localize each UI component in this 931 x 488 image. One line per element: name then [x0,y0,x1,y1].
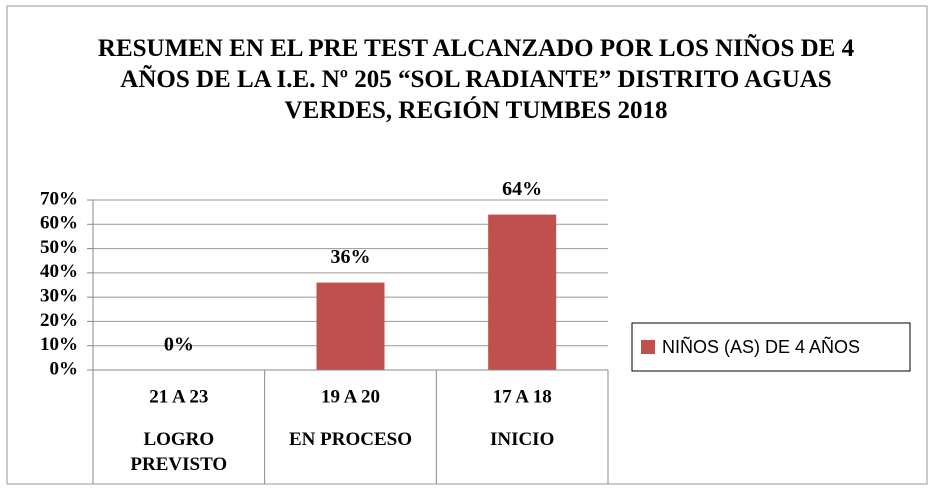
y-tick-label: 60% [40,213,78,234]
y-tick-label: 0% [50,358,79,379]
category-group-box: LOGRO PREVISTO [130,429,228,475]
bar [488,214,557,370]
category-group-label: INICIO [489,429,555,450]
data-label: 64% [502,178,542,200]
legend-swatch [641,340,655,354]
bar [316,282,385,370]
category-group-box: EN PROCESO [288,429,412,450]
category-group-box: INICIO [489,429,555,450]
x-tick-label: 19 A 20 [321,386,380,407]
y-tick-label: 10% [40,334,78,355]
y-tick-label: 70% [40,188,78,209]
category-group-label: LOGRO PREVISTO [130,429,228,475]
legend-box [631,322,911,372]
chart-title: RESUMEN EN EL PRE TEST ALCANZADO POR LOS… [97,35,855,124]
y-tick-label: 50% [40,237,78,258]
x-tick-label: 17 A 18 [493,386,552,407]
x-tick-label: 21 A 23 [149,386,208,407]
chart-frame [6,5,928,485]
y-tick-label: 40% [40,261,78,282]
y-tick-label: 20% [40,310,78,331]
data-label: 36% [331,246,371,268]
title-box: RESUMEN EN EL PRE TEST ALCANZADO POR LOS… [97,35,855,124]
category-group-label: EN PROCESO [288,429,412,450]
y-tick-label: 30% [40,286,78,307]
data-label: 0% [164,334,194,356]
legend-label: NIÑOS (AS) DE 4 AÑOS [662,336,860,357]
